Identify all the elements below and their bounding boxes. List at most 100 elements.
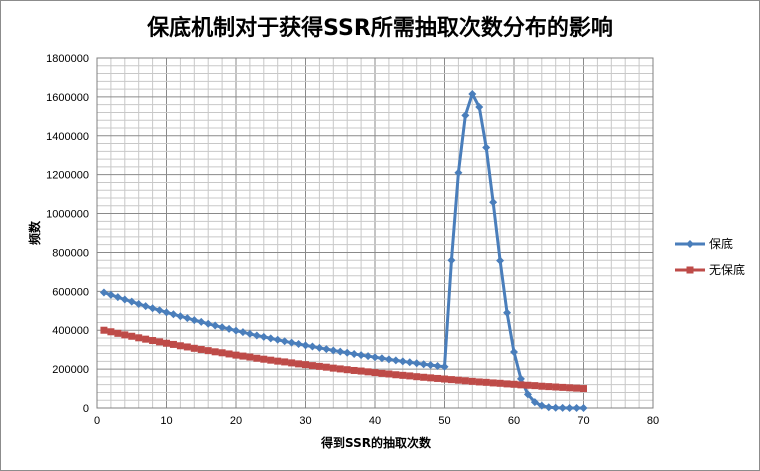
data-point (274, 357, 282, 365)
legend-marker (686, 266, 694, 274)
series-2 (100, 326, 587, 393)
data-point (294, 340, 303, 349)
data-point (141, 302, 150, 311)
y-tick-label: 1200000 (46, 170, 89, 182)
x-tick-label: 40 (369, 415, 381, 427)
data-point (267, 356, 275, 364)
data-point (127, 297, 136, 306)
data-point (343, 348, 352, 357)
data-point (447, 376, 455, 384)
data-point (120, 295, 129, 304)
data-point (225, 324, 234, 333)
data-point (496, 379, 504, 387)
data-point (517, 381, 525, 389)
data-point (142, 335, 150, 343)
data-point (510, 348, 518, 356)
plot-area (96, 57, 654, 409)
series-line (103, 92, 584, 410)
data-point (350, 366, 358, 374)
y-tick-label: 600000 (52, 286, 89, 298)
y-tick-label: 0 (83, 403, 89, 415)
data-point (434, 374, 442, 382)
data-point (523, 390, 532, 399)
data-point (329, 346, 338, 355)
x-axis-title: 得到SSR的抽取次数 (320, 435, 432, 450)
data-point (266, 334, 275, 343)
data-point (238, 328, 247, 337)
data-point (128, 332, 136, 340)
data-point (197, 317, 206, 326)
data-point (100, 326, 108, 334)
data-point (183, 314, 192, 323)
data-point (163, 339, 170, 347)
data-point (218, 349, 226, 357)
data-point (405, 358, 414, 367)
data-point (190, 344, 198, 352)
data-point (114, 329, 122, 337)
data-point (281, 358, 289, 366)
data-point (302, 361, 309, 369)
data-point (538, 382, 546, 390)
data-point (211, 321, 220, 330)
data-point (99, 288, 108, 297)
data-point (107, 328, 115, 336)
data-point (503, 308, 512, 317)
data-point (246, 353, 254, 361)
data-point (288, 359, 296, 367)
data-point (565, 403, 574, 412)
data-point (440, 362, 449, 371)
data-point (384, 355, 393, 364)
data-point (176, 312, 185, 321)
data-point (295, 360, 303, 368)
data-point (530, 398, 539, 407)
data-point (447, 256, 456, 265)
data-point (573, 384, 581, 392)
data-point (155, 306, 164, 315)
data-point (475, 103, 484, 111)
data-point (552, 383, 560, 391)
data-point (461, 377, 469, 385)
data-point (225, 350, 233, 358)
data-point (364, 352, 373, 361)
data-point (156, 338, 164, 346)
data-point (489, 198, 498, 207)
legend-label: 无保底 (709, 262, 745, 277)
x-tick-label: 20 (230, 415, 242, 427)
data-point (413, 373, 421, 381)
data-point (190, 316, 199, 325)
data-point (245, 329, 254, 338)
data-point (197, 345, 205, 353)
data-point (524, 381, 532, 389)
y-tick-label: 1600000 (46, 92, 89, 104)
data-point (441, 375, 448, 383)
data-point (482, 143, 491, 152)
y-axis-title: 频数 (27, 220, 42, 245)
legend-label: 保底 (709, 236, 733, 251)
data-point (419, 360, 428, 369)
data-point (475, 378, 483, 386)
axis-ticks: 0 10 20 30 40 50 60 70 80 0 200000 400000 600000 8000… (46, 53, 659, 427)
data-point (218, 323, 227, 332)
data-point (252, 331, 261, 340)
legend-item: 无保底 (675, 262, 745, 277)
data-point (336, 347, 345, 356)
y-tick-label: 1000000 (46, 209, 89, 221)
data-point (169, 340, 177, 348)
data-point (399, 371, 407, 379)
data-point (454, 376, 462, 384)
data-point (204, 319, 213, 328)
data-point (537, 401, 546, 410)
series-1 (99, 89, 588, 412)
y-tick-label: 200000 (52, 364, 89, 376)
data-point (259, 332, 268, 341)
data-point (336, 365, 344, 373)
data-point (162, 308, 171, 317)
data-point (496, 256, 505, 265)
data-point (357, 367, 365, 375)
y-tick-label: 400000 (52, 325, 89, 337)
data-point (211, 348, 219, 356)
data-point (427, 374, 435, 382)
chart-title: 保底机制对于获得SSR所需抽取次数分布的影响 (146, 15, 613, 41)
